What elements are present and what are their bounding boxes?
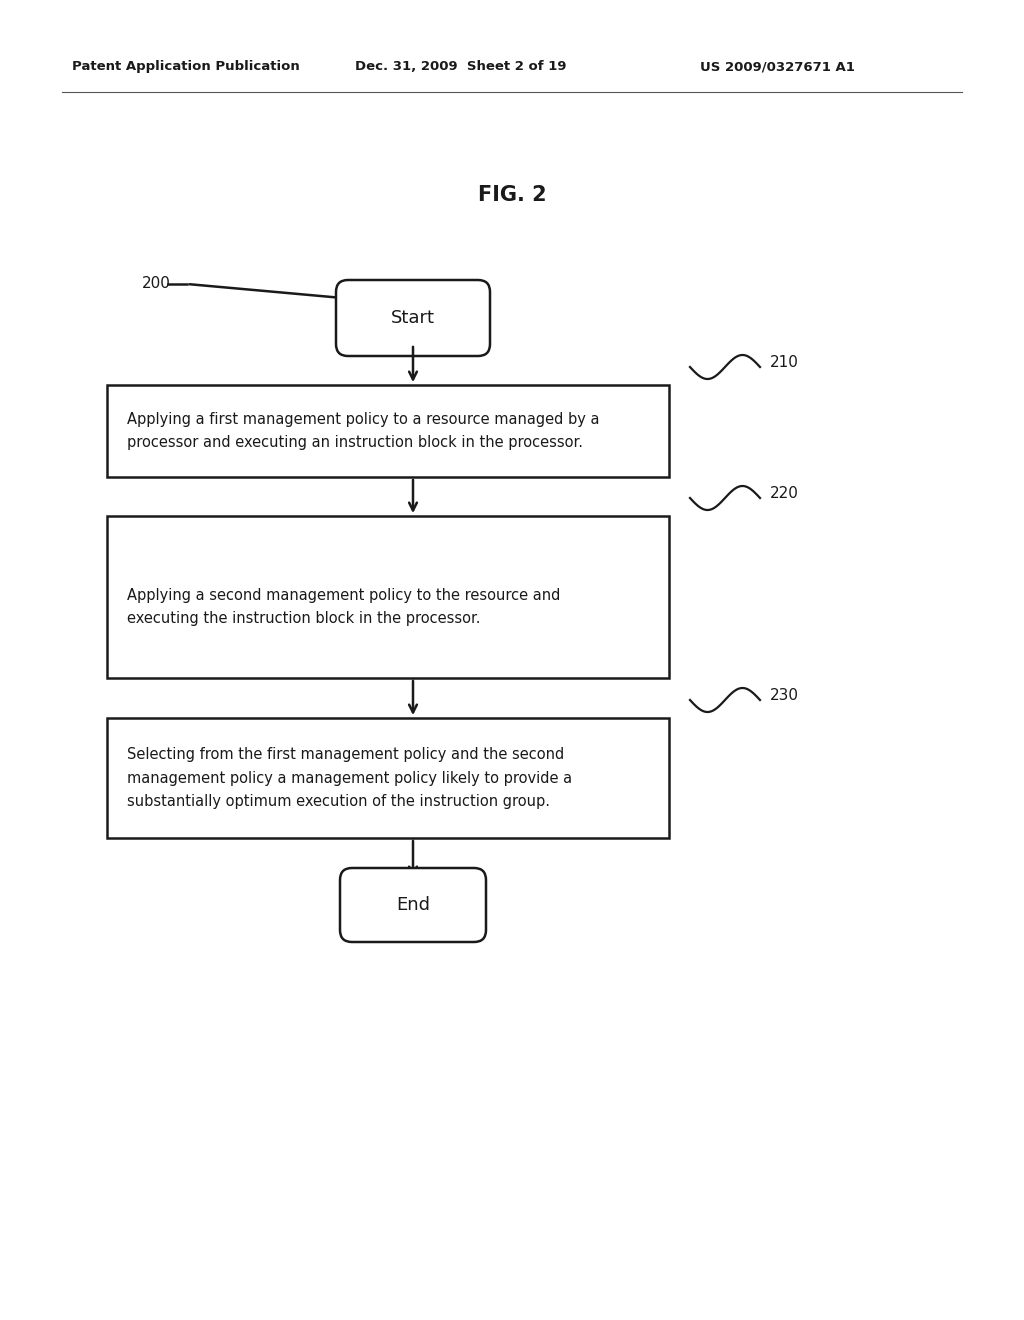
Text: FIG. 2: FIG. 2 [477, 185, 547, 205]
FancyBboxPatch shape [336, 280, 490, 356]
Bar [106, 718, 669, 838]
Text: End: End [396, 896, 430, 913]
Text: Dec. 31, 2009  Sheet 2 of 19: Dec. 31, 2009 Sheet 2 of 19 [355, 59, 566, 73]
Text: US 2009/0327671 A1: US 2009/0327671 A1 [700, 59, 855, 73]
Text: Start: Start [391, 309, 435, 327]
Text: Selecting from the first management policy and the second
management policy a ma: Selecting from the first management poli… [127, 747, 572, 809]
FancyBboxPatch shape [340, 869, 486, 942]
Text: Applying a second management policy to the resource and
executing the instructio: Applying a second management policy to t… [127, 587, 560, 626]
Text: 230: 230 [770, 688, 799, 704]
Bar [106, 385, 669, 477]
Text: 220: 220 [770, 486, 799, 502]
Text: 200: 200 [142, 276, 171, 292]
Bar [106, 516, 669, 678]
Text: 210: 210 [770, 355, 799, 370]
Text: Applying a first management policy to a resource managed by a
processor and exec: Applying a first management policy to a … [127, 412, 599, 450]
Text: Patent Application Publication: Patent Application Publication [72, 59, 300, 73]
